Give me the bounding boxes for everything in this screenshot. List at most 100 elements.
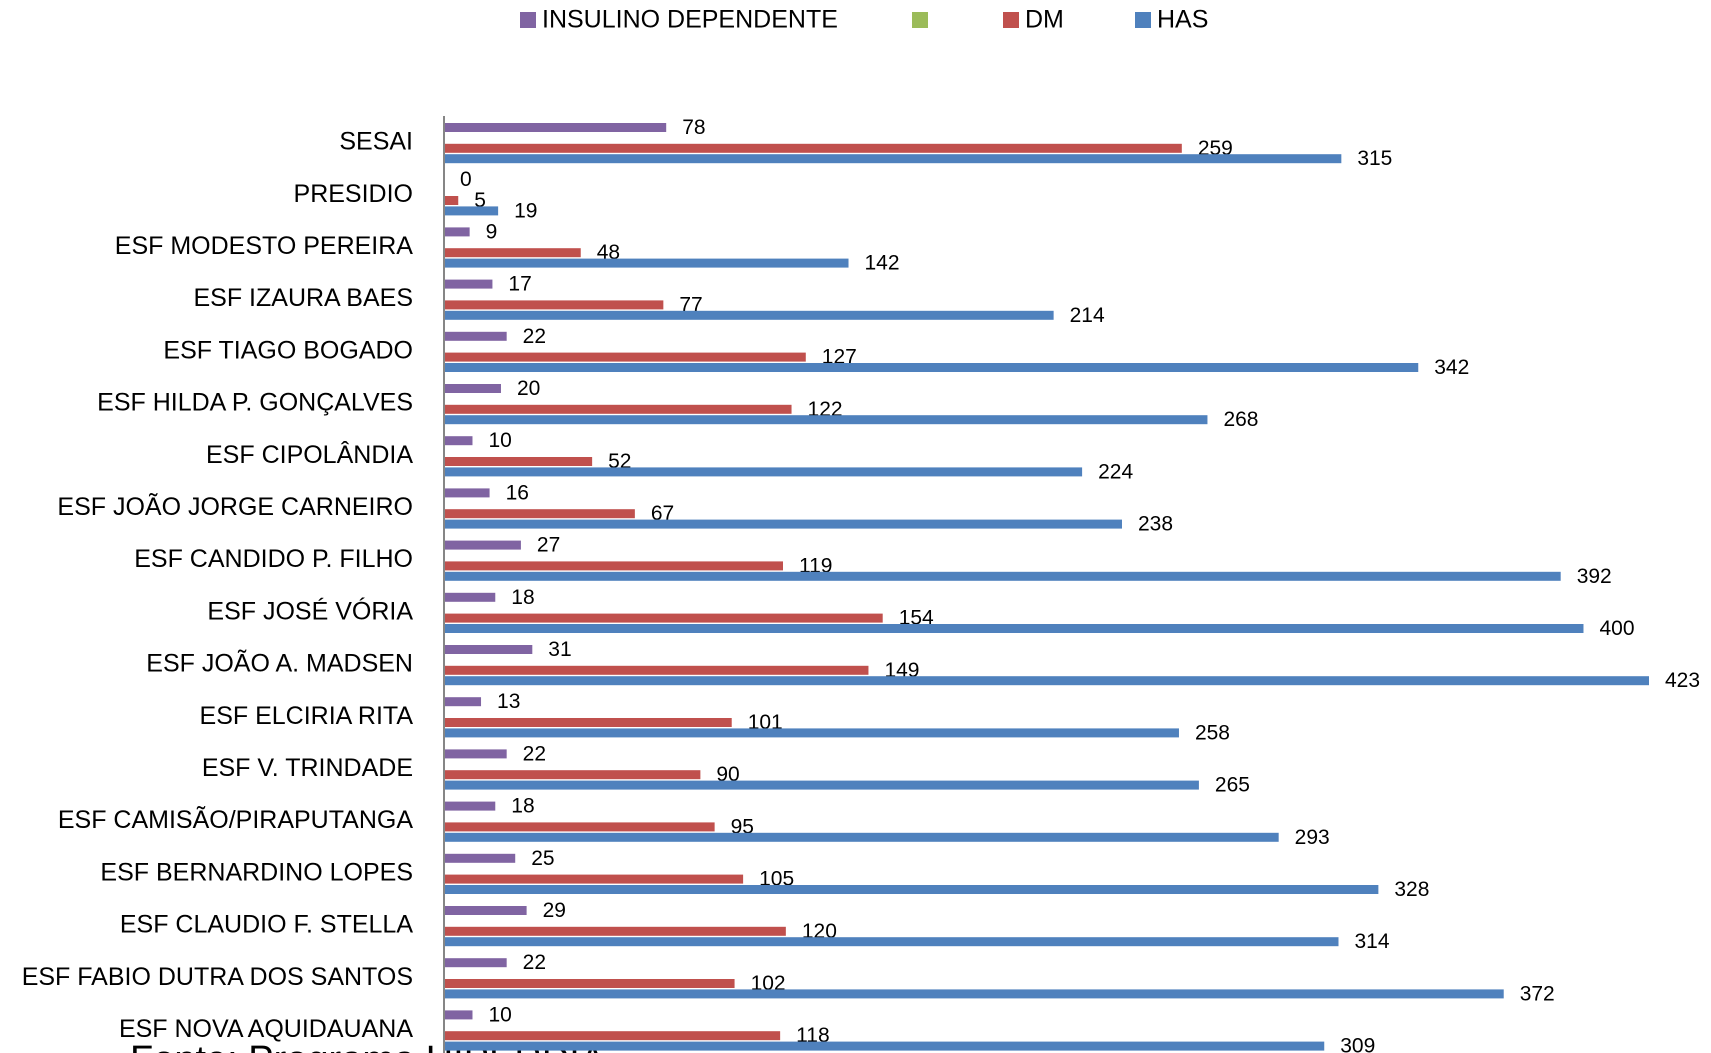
- data-label: 25: [531, 847, 554, 870]
- bar: [444, 1041, 1325, 1051]
- y-tick-label: ESF ELCIRIA RITA: [200, 702, 414, 730]
- data-label: 259: [1198, 137, 1233, 160]
- data-label: 16: [506, 481, 529, 504]
- bar: [444, 1010, 473, 1020]
- legend-swatch: [912, 12, 928, 28]
- bar: [444, 540, 521, 550]
- data-label: 314: [1354, 930, 1389, 953]
- bar: [444, 310, 1054, 320]
- data-label: 119: [799, 554, 832, 577]
- bar: [444, 467, 1083, 477]
- bar: [444, 832, 1279, 842]
- data-label: 101: [748, 711, 783, 734]
- data-label: 29: [543, 899, 566, 922]
- data-label: 224: [1098, 460, 1133, 483]
- bar: [444, 989, 1504, 999]
- data-label: 127: [822, 346, 857, 369]
- data-label: 238: [1138, 513, 1173, 536]
- data-label: 52: [608, 450, 631, 473]
- data-label: 342: [1434, 356, 1469, 379]
- bar: [444, 154, 1342, 164]
- data-label: 18: [511, 586, 534, 609]
- bar: [444, 613, 883, 623]
- data-label: 214: [1070, 304, 1105, 327]
- bar: [444, 519, 1122, 529]
- data-label: 27: [537, 534, 560, 557]
- y-tick-label: ESF JOÃO A. MADSEN: [146, 649, 413, 678]
- data-label: 392: [1577, 565, 1612, 588]
- data-label: 19: [514, 199, 537, 222]
- data-label: 265: [1215, 774, 1250, 797]
- bar: [444, 770, 701, 780]
- bar: [444, 926, 786, 936]
- legend-label: DM: [1025, 6, 1064, 34]
- data-label: 120: [802, 920, 837, 943]
- legend-label: HAS: [1157, 6, 1208, 34]
- data-label: 105: [759, 868, 794, 891]
- bar: [444, 352, 806, 362]
- data-label: 22: [523, 951, 546, 974]
- data-label: 122: [808, 398, 843, 421]
- data-label: 118: [796, 1024, 829, 1047]
- bar: [444, 258, 849, 268]
- legend-swatch: [1135, 12, 1151, 28]
- bar: [444, 248, 581, 258]
- y-tick-label: ESF FABIO DUTRA DOS SANTOS: [22, 963, 413, 991]
- y-tick-label: ESF CLAUDIO F. STELLA: [120, 911, 413, 939]
- bar: [444, 979, 735, 988]
- data-label: 67: [651, 502, 674, 525]
- bar: [444, 384, 501, 393]
- y-tick-label: ESF HILDA P. GONÇALVES: [97, 389, 413, 417]
- y-tick-label: ESF BERNARDINO LOPES: [100, 858, 413, 886]
- bar: [444, 457, 593, 466]
- y-tick-label: SESAI: [339, 128, 413, 156]
- bar: [444, 822, 715, 832]
- bar: [444, 592, 496, 602]
- y-tick-label: ESF MODESTO PEREIRA: [115, 232, 414, 260]
- bar: [444, 404, 792, 414]
- data-label: 9: [486, 220, 498, 243]
- data-label: 5: [474, 189, 486, 212]
- bar: [444, 665, 869, 675]
- data-label: 142: [865, 252, 900, 275]
- legend-label: INSULINO DEPENDENTE: [542, 6, 838, 34]
- data-label: 315: [1357, 147, 1392, 170]
- data-label: 31: [548, 638, 571, 661]
- data-label: 22: [523, 742, 546, 765]
- bar: [444, 300, 664, 310]
- bar: [444, 436, 473, 446]
- data-label: 328: [1394, 878, 1429, 901]
- bar: [444, 279, 493, 289]
- legend-swatch: [520, 12, 536, 28]
- bar: [444, 728, 1179, 738]
- bar: [444, 624, 1584, 633]
- bar: [444, 718, 732, 727]
- bar: [444, 571, 1561, 581]
- data-label: 10: [488, 1003, 511, 1026]
- y-tick-label: ESF CAMISÃO/PIRAPUTANGA: [58, 805, 413, 834]
- bar: [444, 123, 667, 132]
- bar: [444, 906, 527, 915]
- data-label: 423: [1665, 669, 1700, 692]
- y-tick-label: ESF V. TRINDADE: [202, 754, 413, 782]
- y-tick-label: ESF CIPOLÂNDIA: [206, 440, 413, 469]
- bar: [444, 645, 533, 654]
- data-label: 10: [488, 429, 511, 452]
- data-label: 400: [1599, 617, 1634, 640]
- bar: [444, 937, 1339, 947]
- data-label: 48: [597, 241, 620, 264]
- bar: [444, 227, 470, 237]
- bar: [444, 331, 507, 341]
- bar: [444, 958, 507, 968]
- legend-swatch: [1003, 12, 1019, 28]
- bar: [444, 749, 507, 759]
- y-tick-label: ESF JOÃO JORGE CARNEIRO: [57, 492, 413, 521]
- bar: [444, 561, 783, 571]
- data-label: 13: [497, 690, 520, 713]
- bar: [444, 676, 1649, 686]
- data-label: 90: [716, 763, 739, 786]
- bar: [444, 363, 1419, 372]
- bar: [444, 801, 496, 811]
- data-label: 95: [731, 815, 754, 838]
- bar: [444, 488, 490, 498]
